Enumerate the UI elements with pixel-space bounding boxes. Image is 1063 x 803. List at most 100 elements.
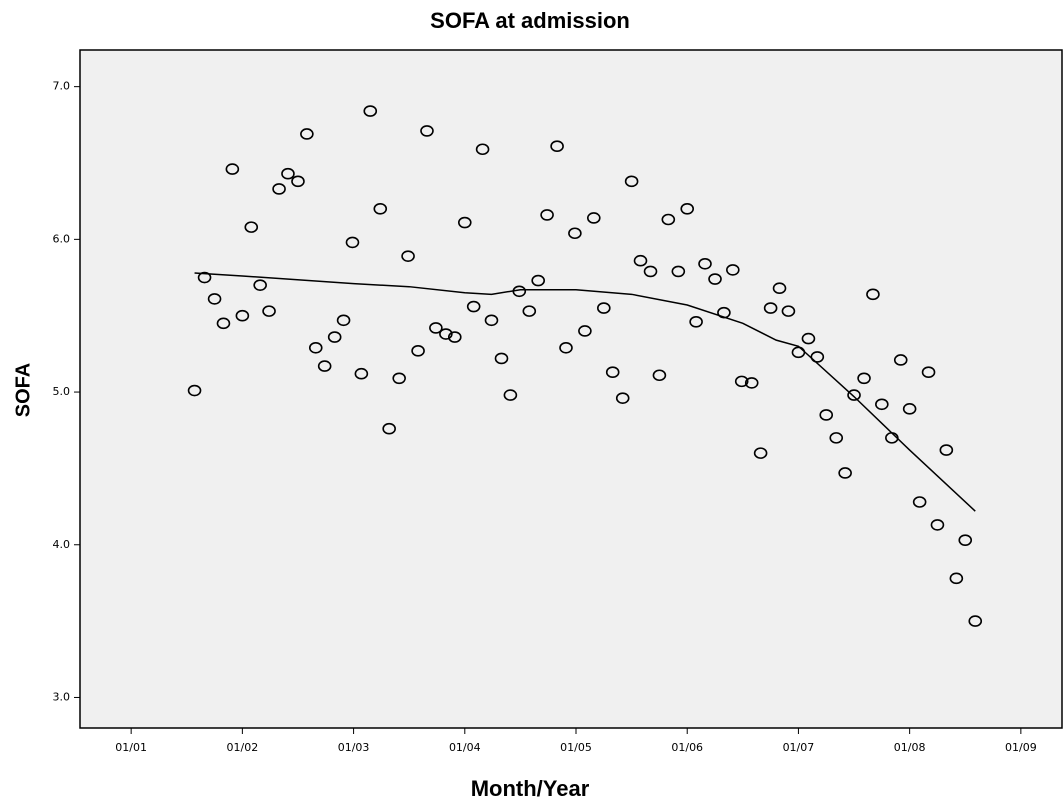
x-tick-label: 01/09: [1005, 741, 1037, 754]
point: [262, 305, 276, 317]
point: [772, 282, 787, 295]
point: [847, 389, 861, 401]
point: [531, 274, 545, 287]
point: [197, 271, 212, 284]
point: [411, 345, 425, 357]
point: [744, 377, 759, 389]
point: [291, 175, 305, 188]
point: [726, 264, 740, 276]
point: [447, 331, 462, 343]
point: [930, 519, 945, 531]
point: [829, 432, 844, 444]
point: [902, 403, 917, 415]
x-axis-label: Month/Year: [471, 776, 590, 801]
x-tick-label: 01/05: [560, 741, 592, 754]
point: [624, 175, 639, 188]
point: [382, 422, 396, 435]
point: [392, 372, 406, 385]
point: [801, 332, 816, 345]
point: [363, 105, 378, 117]
point: [968, 615, 983, 627]
point: [272, 183, 286, 195]
x-tick-label: 01/01: [115, 741, 147, 754]
point: [866, 288, 880, 301]
point: [345, 236, 360, 249]
point: [336, 314, 351, 327]
point: [689, 316, 703, 328]
point: [734, 375, 749, 388]
point: [317, 360, 332, 372]
point: [578, 325, 592, 337]
point: [605, 366, 620, 379]
point: [475, 143, 490, 156]
y-tick-label: 4.0: [53, 538, 71, 551]
point: [225, 163, 240, 175]
point: [300, 128, 314, 140]
x-tick-label: 01/07: [783, 741, 815, 754]
point: [550, 140, 564, 153]
y-axis-label: SOFA: [12, 363, 34, 417]
point: [698, 257, 712, 270]
point: [652, 369, 667, 382]
point: [354, 367, 369, 380]
point: [753, 447, 768, 459]
point: [457, 216, 472, 229]
point: [373, 203, 388, 215]
point: [615, 392, 630, 404]
point: [568, 227, 582, 240]
point: [540, 209, 554, 221]
chart-title: SOFA at admission: [430, 8, 630, 33]
x-tick-label: 01/06: [671, 741, 703, 754]
point: [763, 302, 778, 314]
x-tick-label: 01/04: [449, 741, 481, 754]
point: [921, 366, 936, 379]
point: [893, 354, 908, 366]
point: [819, 409, 834, 421]
fit-line: [194, 272, 976, 512]
point: [187, 384, 202, 397]
point: [429, 322, 443, 334]
point: [949, 572, 964, 585]
point: [857, 372, 871, 385]
point: [597, 302, 611, 314]
point: [958, 534, 973, 546]
point: [661, 213, 676, 226]
point: [494, 352, 509, 365]
point: [708, 273, 722, 285]
y-tick-label: 5.0: [53, 385, 71, 398]
point: [207, 293, 222, 305]
point: [244, 221, 259, 233]
point: [586, 212, 601, 224]
point: [643, 265, 658, 278]
point: [327, 331, 342, 343]
point: [838, 467, 852, 479]
point: [235, 309, 250, 322]
point: [781, 305, 796, 317]
point: [912, 496, 927, 508]
point: [522, 305, 537, 317]
x-tick-label: 01/02: [227, 741, 259, 754]
point: [466, 300, 481, 313]
x-tick-label: 01/03: [338, 741, 370, 754]
point: [633, 254, 648, 267]
point: [439, 328, 453, 340]
point: [939, 444, 954, 456]
point: [401, 250, 415, 262]
point: [420, 125, 434, 137]
y-tick-label: 6.0: [53, 232, 71, 245]
y-tick-label: 3.0: [53, 690, 71, 703]
point: [671, 265, 686, 278]
plot-area: [79, 49, 1063, 729]
y-tick-label: 7.0: [53, 80, 71, 93]
point: [308, 341, 323, 354]
point: [559, 341, 573, 354]
point: [216, 317, 231, 330]
point: [680, 203, 695, 215]
point: [484, 314, 499, 327]
x-tick-label: 01/08: [894, 741, 926, 754]
point: [281, 167, 295, 180]
point: [253, 279, 267, 291]
point: [503, 389, 518, 401]
point: [875, 398, 889, 411]
